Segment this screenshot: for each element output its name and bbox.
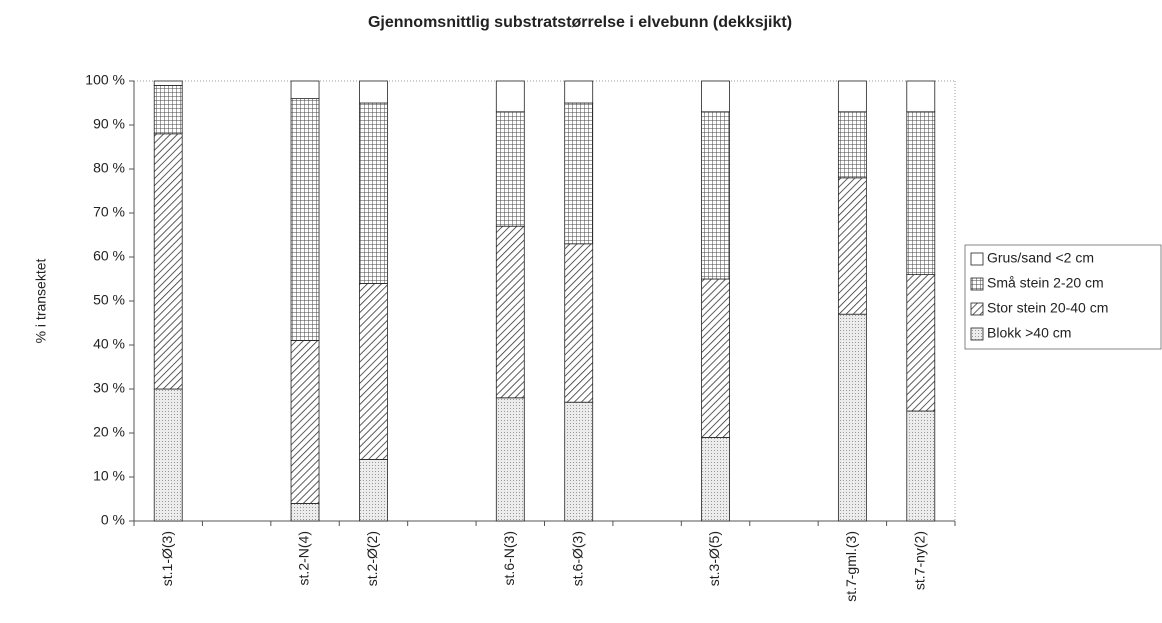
bar-segment	[701, 80, 730, 113]
bar-segment	[495, 80, 525, 113]
y-tick-label: 100 %	[85, 72, 125, 88]
y-tick-label: 50 %	[93, 292, 125, 308]
y-tick-label: 90 %	[93, 116, 125, 132]
bar-segment	[906, 80, 936, 113]
x-tick-label: st.7-gml.(3)	[843, 531, 859, 602]
x-tick-label: st.2-Ø(2)	[364, 531, 380, 586]
bar-segment	[564, 243, 594, 403]
bar-segment	[290, 80, 320, 100]
bar-segment	[359, 80, 388, 104]
legend-swatch	[970, 277, 984, 291]
x-tick-label: st.6-N(3)	[501, 531, 517, 585]
legend-label: Blokk >40 cm	[987, 325, 1071, 341]
bar-segment	[153, 388, 183, 522]
y-tick-label: 70 %	[93, 204, 125, 220]
x-tick-label: st.6-Ø(3)	[569, 531, 585, 586]
bar-segment	[359, 102, 388, 284]
bar-segment	[153, 85, 183, 135]
bar-segment	[906, 274, 936, 412]
bar-segment	[290, 340, 320, 504]
y-tick-label: 30 %	[93, 380, 125, 396]
y-axis-label: % i transektet	[33, 258, 49, 343]
x-tick-label: st.7-ny(2)	[911, 531, 927, 590]
bar-segment	[906, 111, 936, 276]
legend-swatch	[970, 327, 984, 341]
y-tick-label: 20 %	[93, 424, 125, 440]
legend-box	[964, 244, 1162, 350]
legend-swatch	[970, 302, 984, 316]
bar-segment	[564, 401, 594, 522]
y-tick-label: 10 %	[93, 468, 125, 484]
bar-segment	[359, 458, 388, 522]
bar-segment	[837, 80, 867, 113]
x-tick-label: st.1-Ø(3)	[159, 531, 175, 586]
bar-segment	[290, 98, 320, 341]
bar-segment	[906, 410, 936, 522]
bar-segment	[153, 80, 183, 86]
y-tick-label: 40 %	[93, 336, 125, 352]
bar-segment	[290, 502, 320, 522]
legend-label: Små stein 2-20 cm	[987, 275, 1104, 291]
x-tick-label: st.2-N(4)	[296, 531, 312, 585]
bar-segment	[359, 282, 388, 460]
bar-segment	[837, 111, 867, 179]
bar-segment	[701, 278, 730, 438]
y-tick-label: 60 %	[93, 248, 125, 264]
bar-segment	[701, 111, 730, 280]
bar-segment	[495, 397, 525, 522]
bar-segment	[837, 313, 867, 522]
bar-segment	[701, 436, 730, 522]
y-tick-label: 80 %	[93, 160, 125, 176]
chart-title: Gjennomsnittlig substratstørrelse i elve…	[368, 14, 792, 31]
x-tick-label: st.3-Ø(5)	[706, 531, 722, 586]
bar-segment	[153, 133, 183, 390]
y-tick-label: 0 %	[101, 512, 125, 528]
legend-swatch	[970, 252, 984, 266]
bar-segment	[837, 177, 867, 315]
legend-label: Stor stein 20-40 cm	[987, 300, 1108, 316]
bar-segment	[495, 111, 525, 227]
legend-label: Grus/sand <2 cm	[987, 250, 1094, 266]
bar-segment	[564, 80, 594, 104]
bar-segment	[564, 102, 594, 245]
bar-segment	[495, 225, 525, 399]
